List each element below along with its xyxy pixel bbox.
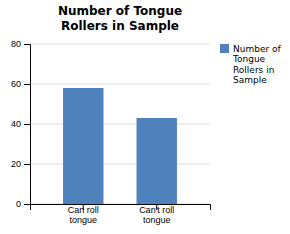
- tick-label: Can rolltongue: [68, 205, 99, 225]
- y-tick: 0: [16, 199, 30, 209]
- bars: [63, 88, 177, 204]
- tick-label: Can't rolltongue: [139, 205, 174, 225]
- tick-label: 20: [11, 159, 21, 169]
- y-tick: 20: [11, 159, 30, 169]
- tick-label: 0: [16, 199, 21, 209]
- title: Number of TongueRollers in Sample: [58, 4, 182, 33]
- tick-mark: [24, 204, 30, 205]
- tick-label-line: tongue: [69, 215, 97, 225]
- y-axis: 0 20 40 60 80: [11, 39, 31, 209]
- legend: Number ofTongueRollers inSample: [220, 44, 282, 85]
- chart: Number of TongueRollers in Sample0204060…: [0, 0, 290, 234]
- tick-label: 80: [11, 39, 21, 49]
- legend-label: Number ofTongueRollers inSample: [232, 44, 282, 85]
- tick-mark: [24, 44, 30, 45]
- title-line: Number of Tongue: [58, 4, 182, 18]
- tick-label: 40: [11, 119, 21, 129]
- tick-label: 60: [11, 79, 21, 89]
- tick-label-line: tongue: [143, 215, 171, 225]
- tick-mark: [24, 164, 30, 165]
- tick-label-line: Can't roll: [139, 205, 174, 215]
- legend-item: Number ofTongueRollers inSample: [220, 44, 282, 85]
- axis-domain: [31, 205, 211, 211]
- legend-label-line: Rollers in: [233, 65, 274, 75]
- y-tick: 40: [11, 119, 30, 129]
- x-axis: Can rolltongueCan't rolltongue: [31, 204, 211, 225]
- x-tick: Can't rolltongue: [139, 204, 174, 225]
- legend-swatch: [220, 44, 229, 53]
- tick-mark: [24, 124, 30, 125]
- grid-line: [30, 84, 210, 85]
- tick-mark: [24, 84, 30, 85]
- x-tick: Can rolltongue: [68, 204, 99, 225]
- bar: [63, 88, 103, 204]
- tick-label-line: Can roll: [68, 205, 99, 215]
- grid-line: [30, 164, 210, 165]
- legend-label-line: Sample: [233, 75, 267, 85]
- bar: [137, 118, 177, 204]
- plot: 020406080Can rolltongueCan't rolltongue: [11, 39, 211, 225]
- legend-label-line: Tongue: [232, 54, 266, 64]
- y-tick: 60: [11, 79, 30, 89]
- legend-label-line: Number of: [233, 44, 282, 54]
- title-line: Rollers in Sample: [61, 19, 179, 33]
- axis-domain: [24, 45, 31, 205]
- grid-line: [30, 124, 210, 125]
- grid-line: [30, 44, 210, 45]
- y-tick: 80: [11, 39, 30, 49]
- grid: [30, 44, 210, 204]
